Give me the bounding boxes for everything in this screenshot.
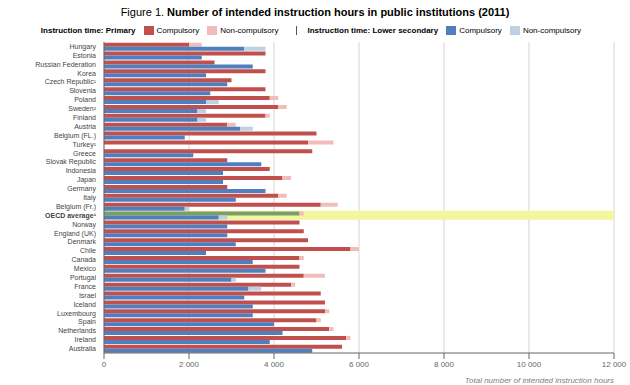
svg-text:Korea: Korea xyxy=(77,70,96,77)
html-text:Figure 1. Number of intended i: Figure 1. Number of intended instruction… xyxy=(120,6,510,18)
svg-text:Hungary: Hungary xyxy=(70,43,97,51)
svg-text:Portugal: Portugal xyxy=(70,274,97,282)
svg-text:Belgium (FL.): Belgium (FL.) xyxy=(54,132,96,140)
svg-text:Ireland: Ireland xyxy=(75,336,97,343)
svg-text:France: France xyxy=(74,283,96,290)
svg-text:Austria: Austria xyxy=(74,123,96,130)
svg-text:Total number of intended instr: Total number of intended instruction hou… xyxy=(465,376,614,385)
svg-text:Luxembourg: Luxembourg xyxy=(57,310,96,318)
svg-text:Estonia: Estonia xyxy=(73,52,96,59)
svg-text:Chile: Chile xyxy=(80,247,96,254)
svg-text:10 000: 10 000 xyxy=(517,360,542,369)
svg-text:Sweden²: Sweden² xyxy=(68,105,96,112)
svg-text:12 000: 12 000 xyxy=(602,360,622,369)
html-text:Compulsory: Compulsory xyxy=(459,25,502,35)
svg-text:Slovak Republic: Slovak Republic xyxy=(46,158,97,166)
svg-text:Netherlands: Netherlands xyxy=(58,327,96,334)
svg-text:Russian Federation: Russian Federation xyxy=(35,61,96,68)
svg-text:Japan: Japan xyxy=(77,176,96,184)
svg-text:OECD average¹: OECD average¹ xyxy=(45,212,97,220)
svg-text:Canada: Canada xyxy=(71,256,96,263)
svg-text:Italy: Italy xyxy=(83,194,96,202)
svg-text:0: 0 xyxy=(102,360,107,369)
svg-text:Norway: Norway xyxy=(72,221,96,229)
html-text:Instruction time: Lower second: Instruction time: Lower secondary xyxy=(307,25,439,35)
svg-text:England (UK): England (UK) xyxy=(54,230,96,238)
svg-text:Denmark: Denmark xyxy=(68,238,97,245)
svg-text:6 000: 6 000 xyxy=(349,360,370,369)
html-text:Instruction time: Primary: Instruction time: Primary xyxy=(40,25,136,35)
svg-text:Spain: Spain xyxy=(78,318,96,326)
svg-text:2 000: 2 000 xyxy=(179,360,200,369)
svg-text:Turkey¹: Turkey¹ xyxy=(73,141,97,149)
svg-text:Finland: Finland xyxy=(73,114,96,121)
svg-text:Iceland: Iceland xyxy=(73,301,96,308)
svg-text:Greece: Greece xyxy=(73,150,96,157)
svg-text:Germany: Germany xyxy=(67,185,96,193)
html-text:Non-compulsory: Non-compulsory xyxy=(220,25,279,35)
svg-text:Indonesia: Indonesia xyxy=(66,167,96,174)
html-text:Non-compulsory: Non-compulsory xyxy=(522,25,582,35)
svg-text:Czech Republic¹: Czech Republic¹ xyxy=(45,78,97,86)
svg-text:Slovenia: Slovenia xyxy=(69,87,96,94)
svg-text:Israel: Israel xyxy=(79,292,97,299)
svg-text:Australia: Australia xyxy=(69,345,96,352)
svg-text:Poland: Poland xyxy=(74,96,96,103)
svg-text:Belgium (Fr.): Belgium (Fr.) xyxy=(56,203,96,211)
html-text:Compulsory: Compulsory xyxy=(156,25,200,35)
svg-text:4 000: 4 000 xyxy=(264,360,285,369)
svg-text:8 000: 8 000 xyxy=(434,360,455,369)
svg-text:Mexico: Mexico xyxy=(74,265,96,272)
